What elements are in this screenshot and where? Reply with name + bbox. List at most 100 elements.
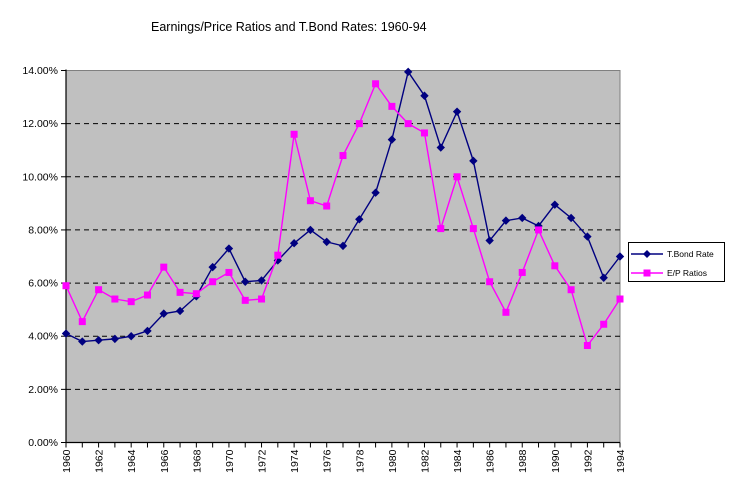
data-point-tbond [403,67,413,77]
data-point-ep [535,226,543,234]
y-axis-tick-label: 0.00% [28,437,58,449]
data-point-ep [355,120,363,128]
x-axis-tick-label: 1980 [387,449,399,473]
data-point-tbond [208,262,217,272]
data-point-tbond [566,213,576,223]
data-point-ep [469,225,477,233]
data-point-ep [95,286,103,294]
x-axis-tick-label: 1990 [550,449,562,473]
data-point-tbond [485,236,494,245]
x-axis-tick-label: 1978 [354,449,366,473]
data-point-ep [209,278,217,286]
x-axis-tick-label: 1960 [61,449,73,473]
x-axis-tick-label: 1974 [289,449,301,473]
data-point-tbond [61,329,71,338]
data-point-ep [258,295,266,303]
data-point-ep [388,102,396,110]
x-axis-tick-label: 1964 [126,449,138,473]
data-point-ep [241,296,249,304]
data-point-tbond [518,213,527,223]
x-axis-tick-label: 1976 [322,449,334,473]
data-point-tbond [599,273,608,282]
legend-entry-ep: E/P Ratios [629,265,724,281]
legend: T.Bond Rate E/P Ratios [628,242,725,282]
data-point-ep [420,129,428,137]
data-point-ep [160,263,168,271]
data-point-ep [583,342,591,350]
data-point-ep [567,286,575,294]
data-point-ep [551,262,559,270]
data-point-tbond [143,326,152,336]
data-point-tbond [110,334,120,344]
data-point-ep [306,197,314,205]
data-point-ep [404,120,412,128]
legend-marker-diamond-icon [643,250,651,258]
data-point-tbond [615,252,625,261]
data-point-ep [176,288,184,296]
data-point-ep [372,80,380,88]
data-point-tbond [175,306,185,316]
x-axis-tick-label: 1968 [191,449,203,473]
data-point-ep [600,320,608,328]
y-axis-tick-label: 10.00% [22,171,58,183]
data-point-tbond [159,309,168,318]
data-point-tbond [452,107,462,116]
data-point-ep [323,202,331,210]
y-axis-tick-label: 14.00% [22,65,58,77]
data-point-tbond [289,239,299,248]
data-point-ep [192,290,200,298]
data-point-tbond [94,336,103,345]
data-point-tbond [322,237,331,247]
data-point-ep [437,225,445,233]
data-point-tbond [420,91,429,100]
x-axis-tick-label: 1986 [485,449,497,473]
data-point-tbond [306,225,315,235]
data-point-tbond [257,276,266,285]
x-axis-tick-label: 1984 [452,449,464,473]
data-point-ep [453,173,461,181]
data-point-tbond [550,200,560,209]
x-axis-tick-label: 1988 [517,449,529,473]
data-point-ep [274,251,282,259]
x-axis-tick-label: 1972 [257,449,269,473]
x-axis-tick-label: 1994 [615,449,627,473]
x-axis-tick-label: 1982 [419,449,431,473]
data-point-tbond [371,188,380,197]
data-point-ep [518,268,526,276]
data-point-tbond [387,135,397,144]
legend-marker-square-icon [643,269,651,277]
x-axis-tick-label: 1992 [582,449,594,473]
data-point-tbond [436,143,445,152]
legend-label-ep: E/P Ratios [667,268,708,278]
data-point-tbond [355,215,364,224]
plot-background [65,70,621,443]
data-point-ep [127,298,135,306]
data-point-tbond [241,277,250,286]
y-axis-tick-label: 12.00% [22,118,58,130]
data-point-tbond [224,244,234,253]
y-axis-tick-label: 4.00% [28,331,58,343]
data-point-ep [502,308,510,316]
data-point-tbond [469,156,478,166]
data-point-ep [143,291,151,299]
x-axis-tick-label: 1962 [94,449,106,473]
tbond-line-sample-icon [631,250,663,258]
data-point-tbond [78,337,87,346]
chart-title: Earnings/Price Ratios and T.Bond Rates: … [151,20,427,34]
data-point-ep [486,278,494,286]
data-point-ep [62,282,70,290]
data-point-tbond [501,216,511,225]
y-axis-tick-label: 2.00% [28,384,58,396]
data-point-ep [339,152,347,160]
legend-label-tbond: T.Bond Rate [667,249,714,259]
data-point-ep [111,295,119,303]
data-point-tbond [338,241,348,251]
x-axis-tick-label: 1966 [159,449,171,473]
data-point-tbond [126,332,136,341]
y-axis-tick-label: 8.00% [28,224,58,236]
legend-entry-tbond: T.Bond Rate [629,246,724,262]
x-axis-tick-label: 1970 [224,449,236,473]
data-point-ep [616,295,624,303]
